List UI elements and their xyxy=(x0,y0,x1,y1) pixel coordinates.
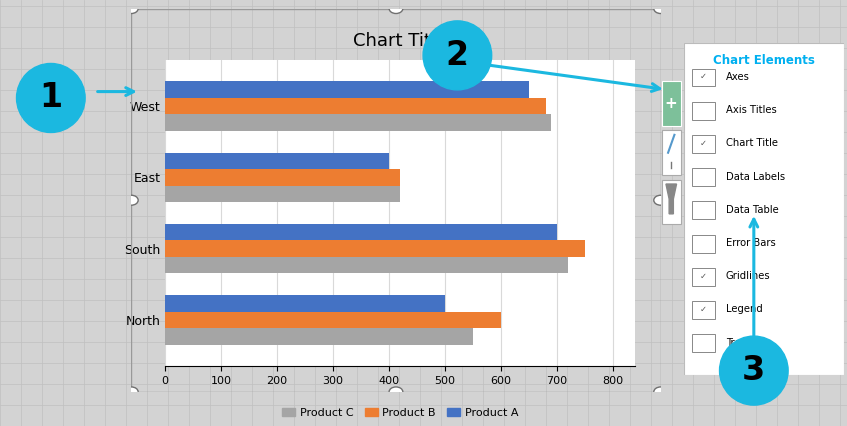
Text: Trendline: Trendline xyxy=(726,338,772,348)
Polygon shape xyxy=(666,184,677,214)
FancyBboxPatch shape xyxy=(692,135,715,153)
Bar xyxy=(165,169,401,186)
Bar xyxy=(165,98,545,114)
Text: 3: 3 xyxy=(742,354,766,387)
Bar xyxy=(165,295,445,312)
Circle shape xyxy=(424,21,491,90)
FancyBboxPatch shape xyxy=(692,102,715,120)
FancyBboxPatch shape xyxy=(662,81,681,126)
Text: Chart Title: Chart Title xyxy=(726,138,778,148)
Text: 1: 1 xyxy=(39,81,63,115)
Text: ✓: ✓ xyxy=(700,72,707,81)
Circle shape xyxy=(125,195,138,205)
FancyBboxPatch shape xyxy=(692,69,715,86)
FancyBboxPatch shape xyxy=(692,168,715,186)
Text: +: + xyxy=(665,96,678,111)
Text: ✓: ✓ xyxy=(700,139,707,148)
Bar xyxy=(165,328,473,345)
FancyBboxPatch shape xyxy=(662,180,681,224)
Title: Chart Title: Chart Title xyxy=(353,32,447,50)
Bar xyxy=(165,153,389,169)
Bar xyxy=(165,114,551,131)
Circle shape xyxy=(125,3,138,14)
Bar xyxy=(165,240,585,257)
Text: ✓: ✓ xyxy=(700,272,707,281)
Text: Data Table: Data Table xyxy=(726,205,778,215)
FancyBboxPatch shape xyxy=(662,130,681,175)
Circle shape xyxy=(654,195,667,205)
Legend: Product C, Product B, Product A: Product C, Product B, Product A xyxy=(278,403,523,422)
Circle shape xyxy=(389,387,403,397)
Text: 2: 2 xyxy=(446,39,469,72)
FancyBboxPatch shape xyxy=(692,334,715,352)
Text: Data Labels: Data Labels xyxy=(726,172,785,181)
Bar xyxy=(165,312,501,328)
FancyBboxPatch shape xyxy=(692,201,715,219)
Circle shape xyxy=(720,336,788,405)
FancyBboxPatch shape xyxy=(692,301,715,319)
Bar xyxy=(165,186,401,202)
Text: Gridlines: Gridlines xyxy=(726,271,771,281)
FancyBboxPatch shape xyxy=(692,268,715,286)
Text: ✓: ✓ xyxy=(700,305,707,314)
Circle shape xyxy=(125,387,138,397)
Circle shape xyxy=(389,3,403,14)
Text: Chart Elements: Chart Elements xyxy=(713,54,815,67)
FancyBboxPatch shape xyxy=(684,43,844,375)
Circle shape xyxy=(654,387,667,397)
Text: Axis Titles: Axis Titles xyxy=(726,105,777,115)
Bar xyxy=(165,257,568,273)
Bar xyxy=(165,81,529,98)
Circle shape xyxy=(654,3,667,14)
Text: Axes: Axes xyxy=(726,72,750,82)
Circle shape xyxy=(17,63,85,132)
Text: Error Bars: Error Bars xyxy=(726,238,776,248)
Bar xyxy=(165,224,557,240)
Text: Legend: Legend xyxy=(726,305,762,314)
FancyBboxPatch shape xyxy=(692,235,715,253)
